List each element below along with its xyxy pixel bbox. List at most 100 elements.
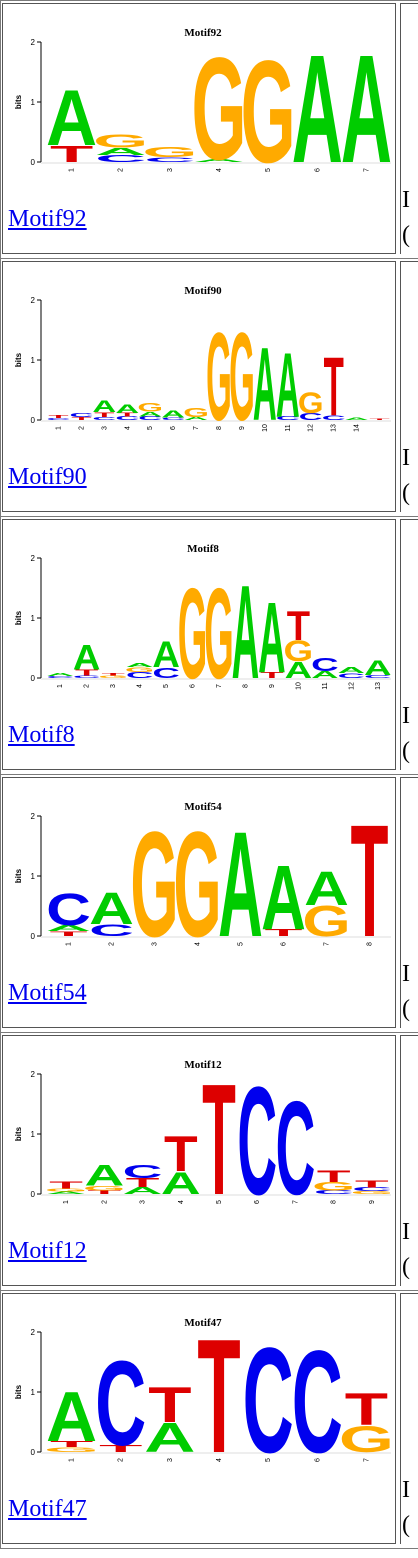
logo-letter: G	[137, 402, 163, 415]
position-label: 8	[367, 942, 374, 946]
logo-letter: G	[44, 1446, 99, 1454]
logo-letter: T	[50, 1440, 94, 1449]
logo-letter: G	[125, 666, 155, 674]
y-tick-label: 0	[31, 932, 36, 941]
logo-letter: T	[369, 419, 390, 421]
logo-letter: A	[46, 1191, 86, 1195]
motif-cell: Motif90 0 1 2 bits C T 1 T C 2 C T A 3 C T A 4 C A G 5 C A 6 A G 7 G 8…	[2, 261, 396, 512]
position-label: 3	[140, 1200, 147, 1204]
logo-letter: G	[130, 801, 178, 966]
position-label: 7	[292, 1200, 299, 1204]
logo-letter: C	[115, 416, 139, 421]
y-axis-label: bits	[14, 1384, 23, 1399]
logo-letter: C	[161, 417, 185, 421]
position-label: 1	[69, 168, 76, 172]
logo-letter: A	[193, 158, 244, 163]
logo-title: Motif8	[187, 543, 219, 555]
position-label: 5	[147, 426, 154, 430]
position-label: 9	[239, 426, 246, 430]
logo-letter: A	[89, 883, 134, 934]
logo-letter: T	[49, 1180, 83, 1191]
cut-off-text: I	[402, 961, 410, 987]
cut-off-text: I	[402, 703, 410, 729]
y-tick-label: 1	[31, 98, 36, 107]
logo-letter: T	[88, 1190, 122, 1195]
motif-link[interactable]: Motif90	[8, 464, 87, 490]
y-tick-label: 1	[31, 1388, 36, 1397]
logo-letter: C	[322, 414, 346, 422]
position-label: 1	[57, 684, 64, 688]
motif-row: Motif92 0 1 2 bits T A 1 C A G 2 C G 3 A G 4 G 5 A 6 A 7 Motif92…	[1, 1, 418, 259]
y-axis-label: bits	[14, 1126, 23, 1141]
position-label: 3	[167, 1458, 174, 1462]
logo-letter: G	[83, 1184, 126, 1191]
logo-letter: C	[95, 153, 146, 164]
position-label: 4	[216, 1458, 223, 1462]
position-label: 10	[295, 682, 302, 690]
logo-letter: G	[142, 144, 197, 161]
motif-link[interactable]: Motif12	[8, 1238, 87, 1264]
logo-letter: A	[285, 657, 313, 684]
position-label: 8	[331, 1200, 338, 1204]
logo-letter: G	[98, 675, 128, 679]
logo-letter: C	[126, 670, 154, 679]
motif-link[interactable]: Motif92	[8, 206, 87, 232]
logo-letter: C	[138, 416, 162, 421]
motif-cell: Motif54 0 1 2 bits T A C 1 C A 2 G 3 G 4 A 5 T A 6 G A 7 T 8 Motif…	[2, 777, 396, 1028]
motif-link[interactable]: Motif8	[8, 722, 75, 748]
logo-letter: T	[351, 791, 389, 966]
position-label: 11	[322, 682, 329, 689]
logo-letter: C	[311, 655, 339, 675]
logo-letter: T	[99, 1443, 142, 1454]
logo-letter: T	[287, 604, 310, 650]
motif-link[interactable]: Motif47	[8, 1496, 87, 1522]
logo-letter: A	[84, 1160, 124, 1192]
logo-letter: T	[50, 930, 88, 937]
logo-letter: T	[102, 673, 126, 677]
motif-link[interactable]: Motif54	[8, 980, 87, 1006]
adjacent-cell	[400, 1035, 418, 1286]
adjacent-cell	[400, 1293, 418, 1544]
y-tick-label: 2	[31, 296, 36, 305]
logo-letter: T	[75, 668, 98, 677]
cut-off-text: (	[402, 738, 410, 764]
position-label: 12	[348, 682, 355, 690]
logo-letter: G	[284, 635, 314, 668]
adjacent-cell	[400, 519, 418, 770]
logo-letter: T	[164, 1127, 198, 1183]
y-tick-label: 2	[31, 554, 36, 563]
logo-letter: G	[183, 406, 209, 420]
position-label: 1	[66, 942, 73, 946]
logo-letter: A	[341, 23, 392, 192]
y-tick-label: 0	[31, 1448, 36, 1457]
motif-row: Motif47 0 1 2 bits G T A 1 T C 2 A T 3 T 4 C 5 C 6 G T 7 Motif47…	[1, 1291, 418, 1549]
y-tick-label: 1	[31, 356, 36, 365]
logo-letter: C	[314, 1190, 354, 1195]
position-label: 6	[170, 426, 177, 430]
logo-letter: G	[350, 1190, 393, 1195]
position-label: 5	[163, 684, 170, 688]
logo-letter: G	[298, 387, 324, 420]
position-label: 8	[216, 426, 223, 430]
logo-letter: C	[352, 1187, 392, 1192]
logo-letter: C	[338, 672, 366, 680]
position-label: 6	[314, 1458, 321, 1462]
position-label: 11	[285, 424, 292, 431]
motif-cell: Motif8 0 1 2 bits C A 1 C T A 2 G T 3 C G A 4 C A 5 G 6 G 7 A 8 T A 9 A…	[2, 519, 396, 770]
y-tick-label: 0	[31, 416, 36, 425]
logo-letter: C	[144, 156, 195, 164]
logo-letter: C	[276, 1074, 316, 1223]
position-label: 2	[101, 1200, 108, 1204]
position-label: 4	[137, 684, 144, 688]
y-tick-label: 0	[31, 158, 36, 167]
logo-letter: A	[218, 801, 263, 966]
logo-letter: G	[339, 1419, 394, 1461]
logo-letter: A	[161, 409, 185, 420]
position-label: 8	[242, 684, 249, 688]
y-tick-label: 0	[31, 1190, 36, 1199]
position-label: 9	[269, 684, 276, 688]
logo-letter: A	[152, 634, 180, 676]
logo-letter: C	[292, 1321, 343, 1482]
